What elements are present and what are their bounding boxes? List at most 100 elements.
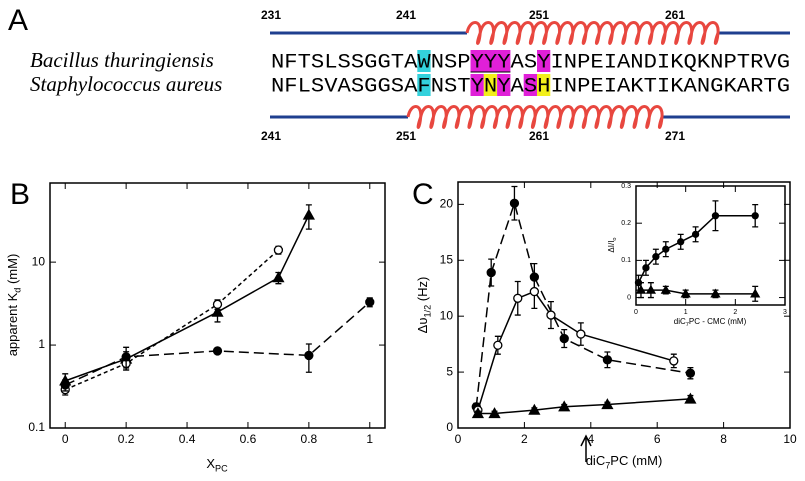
marker — [601, 398, 614, 410]
series-line — [477, 398, 691, 415]
sequence: NFTSLSSGGTAWNSPYYYASYINPEIANDIKQKNPTRVG — [271, 51, 790, 74]
y-tick-label: 15 — [440, 252, 454, 266]
residue-number: 241 — [396, 8, 416, 22]
y-axis-label: apparent Kd (mM) — [5, 254, 23, 357]
marker — [652, 253, 660, 261]
highlight — [470, 50, 511, 72]
highlight — [537, 50, 551, 72]
label-subscript: 7 — [605, 461, 610, 471]
y-axis-label: Δυ1/2 (Hz) — [415, 277, 433, 334]
panel-label: B — [10, 178, 30, 211]
x-tick-label: 0 — [455, 432, 462, 446]
residue-number: 251 — [529, 8, 549, 22]
arrow — [580, 434, 592, 462]
x-tick-label: 3 — [783, 309, 787, 316]
x-tick-label: 1 — [366, 432, 373, 446]
series-line — [64, 249, 279, 391]
marker — [662, 245, 670, 253]
marker — [471, 407, 485, 419]
series-line — [477, 290, 675, 411]
y-tick-label: 1 — [38, 337, 45, 351]
panel-label: C — [412, 178, 434, 211]
x-tick-label: 6 — [654, 432, 661, 446]
marker — [751, 212, 759, 220]
x-tick-label: 0.6 — [240, 432, 257, 446]
highlight — [417, 50, 431, 72]
label-part: (mM) — [5, 254, 20, 288]
species-name: Bacillus thuringiensis — [30, 48, 214, 72]
x-tick-label: 2 — [521, 432, 528, 446]
x-tick-label: 0.2 — [118, 432, 135, 446]
marker — [691, 230, 700, 238]
highlight — [537, 74, 551, 96]
marker — [710, 288, 721, 298]
marker — [635, 284, 647, 294]
x-tick-label: 0.8 — [301, 432, 318, 446]
marker — [486, 267, 496, 278]
label-part: X — [206, 456, 215, 471]
label-part: Δυ — [415, 318, 430, 334]
marker — [509, 198, 520, 208]
highlight — [417, 74, 431, 96]
label-part: PC (mM) — [610, 453, 662, 468]
panel-label: A — [8, 4, 28, 37]
marker — [602, 355, 613, 365]
series-line — [640, 289, 756, 295]
x-axis-label: diC7PC - CMC (mM) — [674, 317, 747, 328]
plot-frame — [457, 181, 791, 429]
plot-frame — [49, 182, 386, 429]
x-tick-label: 0.4 — [179, 432, 196, 446]
residue-number: 261 — [665, 8, 685, 22]
marker — [558, 400, 571, 412]
marker — [302, 208, 315, 220]
residue-number: 261 — [529, 129, 549, 143]
highlight — [523, 74, 537, 96]
label-subscript: PC — [215, 464, 228, 474]
marker — [513, 293, 523, 303]
residue-number: 241 — [261, 129, 281, 143]
x-tick-label: 10 — [783, 432, 797, 446]
y-tick-label: 10 — [440, 308, 454, 322]
marker — [365, 297, 375, 307]
panel-a: A 231 241 251 261 241 251 261 271 Bacill… — [8, 4, 790, 143]
marker — [660, 284, 671, 294]
marker — [677, 238, 685, 246]
marker — [212, 299, 223, 309]
highlight — [470, 74, 484, 96]
marker — [493, 340, 503, 350]
marker — [576, 329, 586, 339]
label-part: diC — [674, 317, 686, 326]
marker — [645, 284, 657, 294]
marker — [272, 271, 285, 283]
residue-number: 271 — [665, 129, 685, 143]
species-name: Staphylococcus aureus — [30, 72, 222, 96]
marker — [680, 288, 691, 298]
y-tick-label: 10 — [32, 254, 46, 268]
y-tick-label: 0.2 — [621, 220, 631, 227]
marker — [211, 305, 224, 317]
marker — [559, 333, 569, 344]
x-tick-label: 8 — [720, 432, 727, 446]
label-part: diC — [586, 453, 606, 468]
marker — [685, 368, 696, 378]
label-part: ΔI/I — [607, 241, 616, 253]
marker — [121, 352, 131, 362]
x-tick-label: 2 — [733, 309, 737, 316]
helix — [406, 105, 664, 129]
marker — [546, 310, 556, 320]
y-tick-label: 0.1 — [28, 420, 45, 434]
marker — [669, 356, 679, 366]
x-tick-label: 0 — [62, 432, 69, 446]
x-tick-label: 4 — [587, 432, 594, 446]
marker — [711, 212, 720, 220]
x-tick-label: 1 — [684, 309, 688, 316]
y-tick-label: 20 — [440, 197, 454, 211]
x-axis-label: diC7PC (mM) — [586, 453, 663, 471]
y-tick-label: 0 — [627, 294, 631, 301]
y-tick-label: 0 — [446, 420, 453, 434]
marker — [212, 346, 223, 356]
y-tick-label: 0.1 — [621, 257, 631, 264]
marker — [684, 392, 697, 404]
